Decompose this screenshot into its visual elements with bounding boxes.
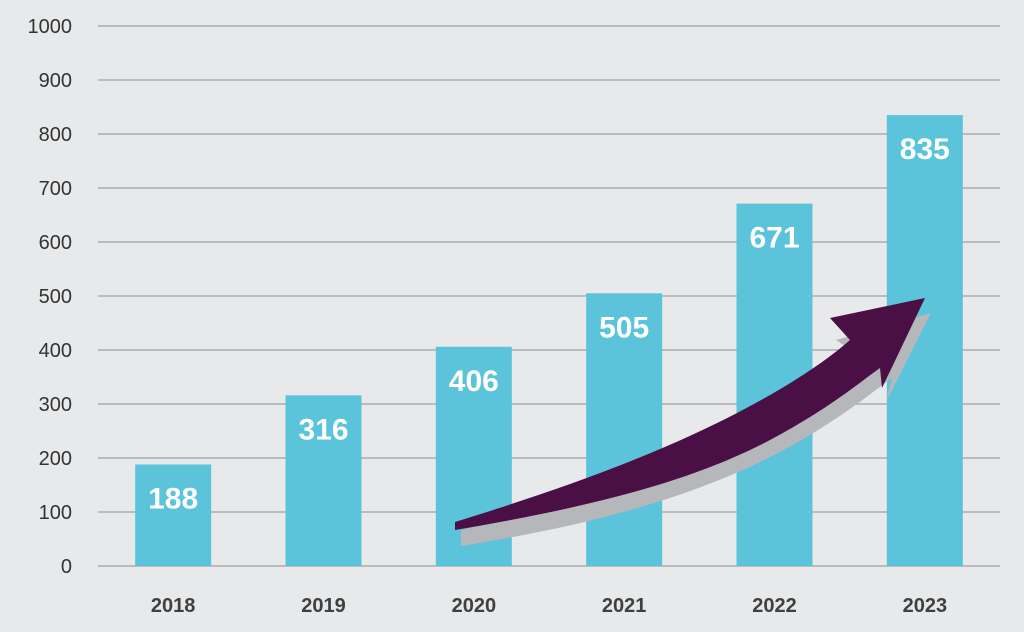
y-tick-label: 300 [39,394,72,416]
data-label: 316 [298,413,348,446]
y-tick-label: 400 [39,340,72,362]
data-label: 406 [449,365,499,398]
data-label: 188 [148,482,198,515]
trend-arrow [455,298,931,546]
data-label: 671 [749,222,799,255]
y-tick-label: 700 [39,178,72,200]
y-axis-ticks: 0 100 200 300 400 500 600 700 800 900 1000 [28,16,73,578]
gridlines [98,25,1000,567]
y-tick-label: 800 [39,124,72,146]
y-tick-label: 1000 [28,16,73,38]
x-tick-label: 2021 [602,595,647,617]
data-labels: 188 316 406 505 671 835 [148,133,950,515]
bar [285,395,362,566]
y-tick-label: 900 [39,70,72,92]
bar [586,293,663,566]
y-tick-label: 0 [61,556,72,578]
y-tick-label: 600 [39,232,72,254]
x-tick-label: 2022 [752,595,797,617]
bars [135,115,963,566]
y-tick-label: 500 [39,286,72,308]
y-tick-label: 100 [39,502,72,524]
data-label: 835 [900,133,950,166]
x-tick-label: 2018 [151,595,196,617]
bar [135,464,212,566]
x-tick-label: 2019 [301,595,346,617]
x-tick-label: 2020 [452,595,497,617]
x-axis-ticks: 2018 2019 2020 2021 2022 2023 [151,595,947,617]
y-tick-label: 200 [39,448,72,470]
x-tick-label: 2023 [903,595,948,617]
trend-arrow-body [455,298,925,530]
data-label: 505 [599,311,649,344]
